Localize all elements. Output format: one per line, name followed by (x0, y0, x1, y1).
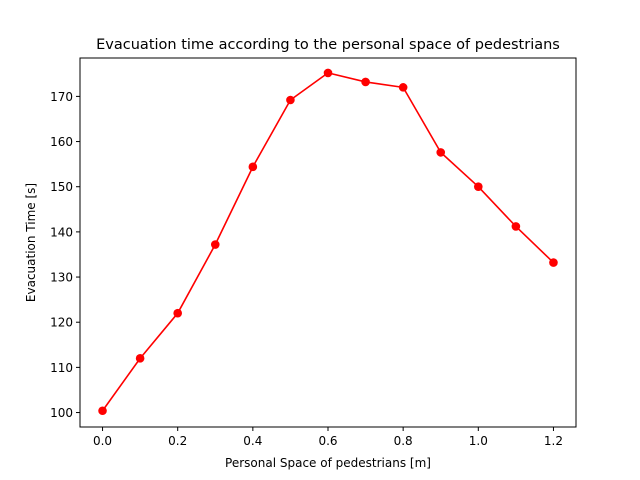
chart-title: Evacuation time according to the persona… (96, 37, 560, 53)
data-point (135, 354, 145, 363)
x-axis-label: Personal Space of pedestrians [m] (225, 456, 431, 470)
data-point (173, 308, 182, 318)
x-tick-label: 0.8 (394, 434, 413, 448)
x-tick-label: 1.0 (469, 434, 488, 448)
data-point (98, 406, 107, 416)
data-point (210, 240, 220, 249)
data-point (474, 182, 483, 192)
y-tick-label: 160 (50, 135, 73, 149)
x-tick-label: 1.2 (544, 434, 563, 448)
data-point (323, 68, 333, 78)
x-tick-label: 0.6 (318, 434, 337, 448)
x-tick-label: 0.2 (168, 434, 187, 448)
y-tick-label: 130 (50, 271, 73, 285)
y-tick-label: 150 (50, 180, 73, 194)
data-point (286, 95, 295, 105)
y-tick-label: 110 (50, 361, 73, 375)
x-axis: 0.0 0.2 0.4 0.6 0.8 1.0 1.2 (93, 427, 563, 448)
x-tick-label: 0.0 (93, 434, 112, 448)
y-tick-label: 100 (50, 406, 73, 420)
x-tick-label: 0.4 (243, 434, 262, 448)
data-point (361, 77, 370, 87)
y-tick-label: 170 (50, 90, 73, 104)
data-point (549, 258, 558, 267)
y-axis: 100 110 120 130 140 150 160 170 (50, 90, 80, 420)
y-tick-label: 120 (50, 316, 73, 330)
y-axis-label: Evacuation Time [s] (24, 183, 38, 302)
data-point (511, 222, 521, 231)
data-point (248, 162, 258, 172)
y-tick-label: 140 (50, 225, 73, 239)
data-point (436, 148, 446, 157)
plot-area (98, 68, 558, 416)
data-point (398, 83, 408, 92)
